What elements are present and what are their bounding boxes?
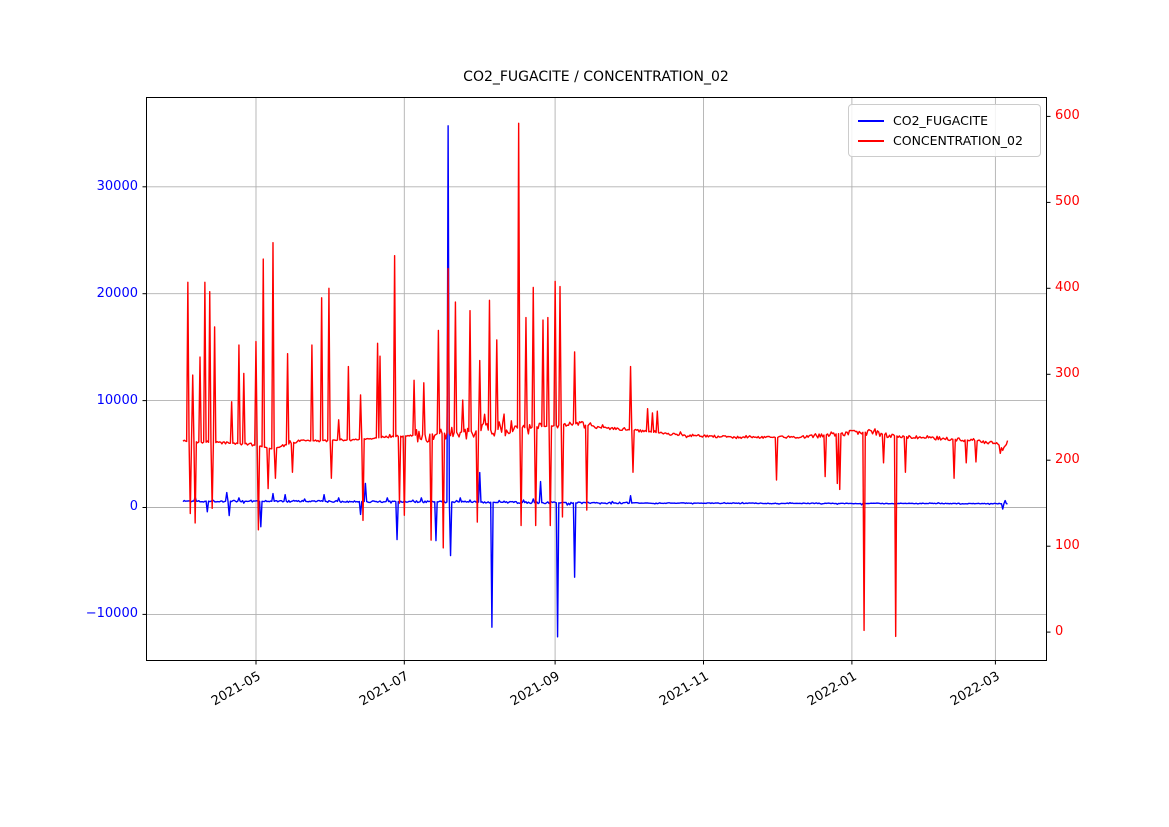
y-right-tick-label: 500: [1055, 194, 1080, 210]
y-right-tick-label: 200: [1055, 452, 1080, 468]
y-right-tick-label: 0: [1055, 624, 1064, 640]
series-line-co2_fugacite: [182, 125, 1008, 638]
plot-border: [146, 97, 1047, 661]
legend-line-swatch-red: [858, 139, 884, 142]
y-left-tick-label: −10000: [85, 606, 138, 622]
y-left-tick-label: 0: [129, 499, 138, 515]
y-left-tick-label: 10000: [96, 392, 138, 408]
y-right-tick-label: 300: [1055, 366, 1080, 382]
series-line-concentration_02: [182, 122, 1009, 638]
legend: CO2_FUGACITE CONCENTRATION_02: [848, 104, 1041, 157]
legend-item-concentration-02: CONCENTRATION_02: [858, 132, 1030, 149]
legend-label: CO2_FUGACITE: [893, 113, 989, 128]
y-right-tick-label: 400: [1055, 280, 1080, 296]
y-right-tick-label: 600: [1055, 108, 1080, 124]
y-left-tick-label: 30000: [96, 178, 138, 194]
y-right-tick-label: 100: [1055, 538, 1080, 554]
y-left-tick-label: 20000: [96, 285, 138, 301]
chart-title: CO2_FUGACITE / CONCENTRATION_02: [463, 69, 729, 85]
legend-line-swatch-blue: [858, 119, 884, 122]
legend-item-co2-fugacite: CO2_FUGACITE: [858, 112, 1030, 129]
legend-label: CONCENTRATION_02: [893, 133, 1023, 148]
